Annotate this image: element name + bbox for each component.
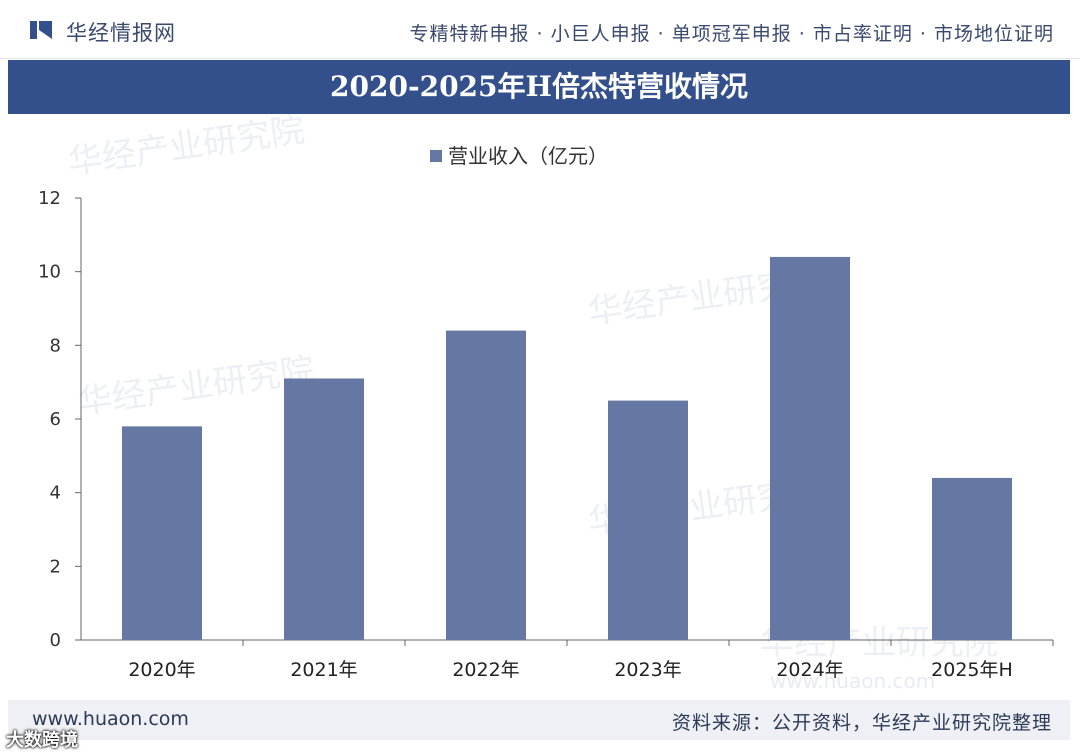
y-tick-label: 2	[50, 556, 61, 577]
services-list: 专精特新申报 · 小巨人申报 · 单项冠军申报 · 市占率证明 · 市场地位证明	[409, 23, 1054, 45]
bars	[122, 256, 1012, 640]
x-tick-label: 2025年H	[931, 659, 1013, 681]
title-band: 2020-2025年H倍杰特营收情况	[8, 60, 1070, 114]
watermarks: 华经产业研究院华经产业研究院华经产业研究院华经产业研究院华经产业研究院www.h…	[66, 110, 998, 693]
y-tick-label: 8	[50, 335, 61, 356]
huajing-logo-icon	[30, 21, 52, 39]
y-tick-label: 4	[50, 483, 61, 504]
bar	[284, 378, 364, 640]
watermark-url: www.huaon.com	[770, 669, 935, 693]
bar	[446, 330, 526, 640]
x-tick-label: 2023年	[614, 659, 681, 681]
brand-name: 华经情报网	[66, 21, 176, 45]
x-tick-label: 2020年	[128, 659, 195, 681]
bar	[608, 400, 688, 640]
chart-area: 华经产业研究院 华经产业研究院 华经产业研究院 华经产业研究院 华经产业研究院 www.h…	[0, 110, 1080, 696]
revenue-bar-chart: 华经产业研究院华经产业研究院华经产业研究院华经产业研究院华经产业研究院www.h…	[38, 110, 1054, 693]
tick-labels: 0 2 4 6 8 10 12 2020年 2021年 2022年 2023年 2024年 2025年H	[38, 188, 1013, 681]
y-tick-label: 12	[38, 188, 61, 209]
y-tick-label: 10	[38, 262, 61, 283]
x-tick-label: 2021年	[290, 659, 357, 681]
corner-watermark: 大数跨境	[6, 730, 78, 751]
y-tick-label: 0	[50, 630, 61, 651]
watermark-text: 华经产业研究院	[66, 114, 307, 183]
x-tick-label: 2022年	[452, 659, 519, 681]
legend: 营业收入（亿元）	[430, 144, 608, 168]
bar	[122, 426, 202, 640]
chart-title: 2020-2025年H倍杰特营收情况	[330, 70, 748, 103]
bar	[932, 477, 1012, 640]
footer: www.huaon.com 资料来源：公开资料，华经产业研究院整理	[8, 700, 1070, 740]
header-bar: 华经情报网 专精特新申报 · 小巨人申报 · 单项冠军申报 · 市占率证明 · …	[0, 0, 1080, 59]
bar	[770, 256, 850, 640]
source-url: www.huaon.com	[32, 708, 189, 730]
x-tick-label: 2024年	[776, 659, 843, 681]
y-tick-label: 6	[50, 409, 61, 430]
legend-swatch	[430, 150, 442, 162]
watermark-text: 华经产业研究院	[76, 350, 317, 423]
legend-label: 营业收入（亿元）	[448, 144, 608, 168]
axes	[75, 197, 1054, 646]
source-note: 资料来源：公开资料，华经产业研究院整理	[671, 712, 1052, 734]
